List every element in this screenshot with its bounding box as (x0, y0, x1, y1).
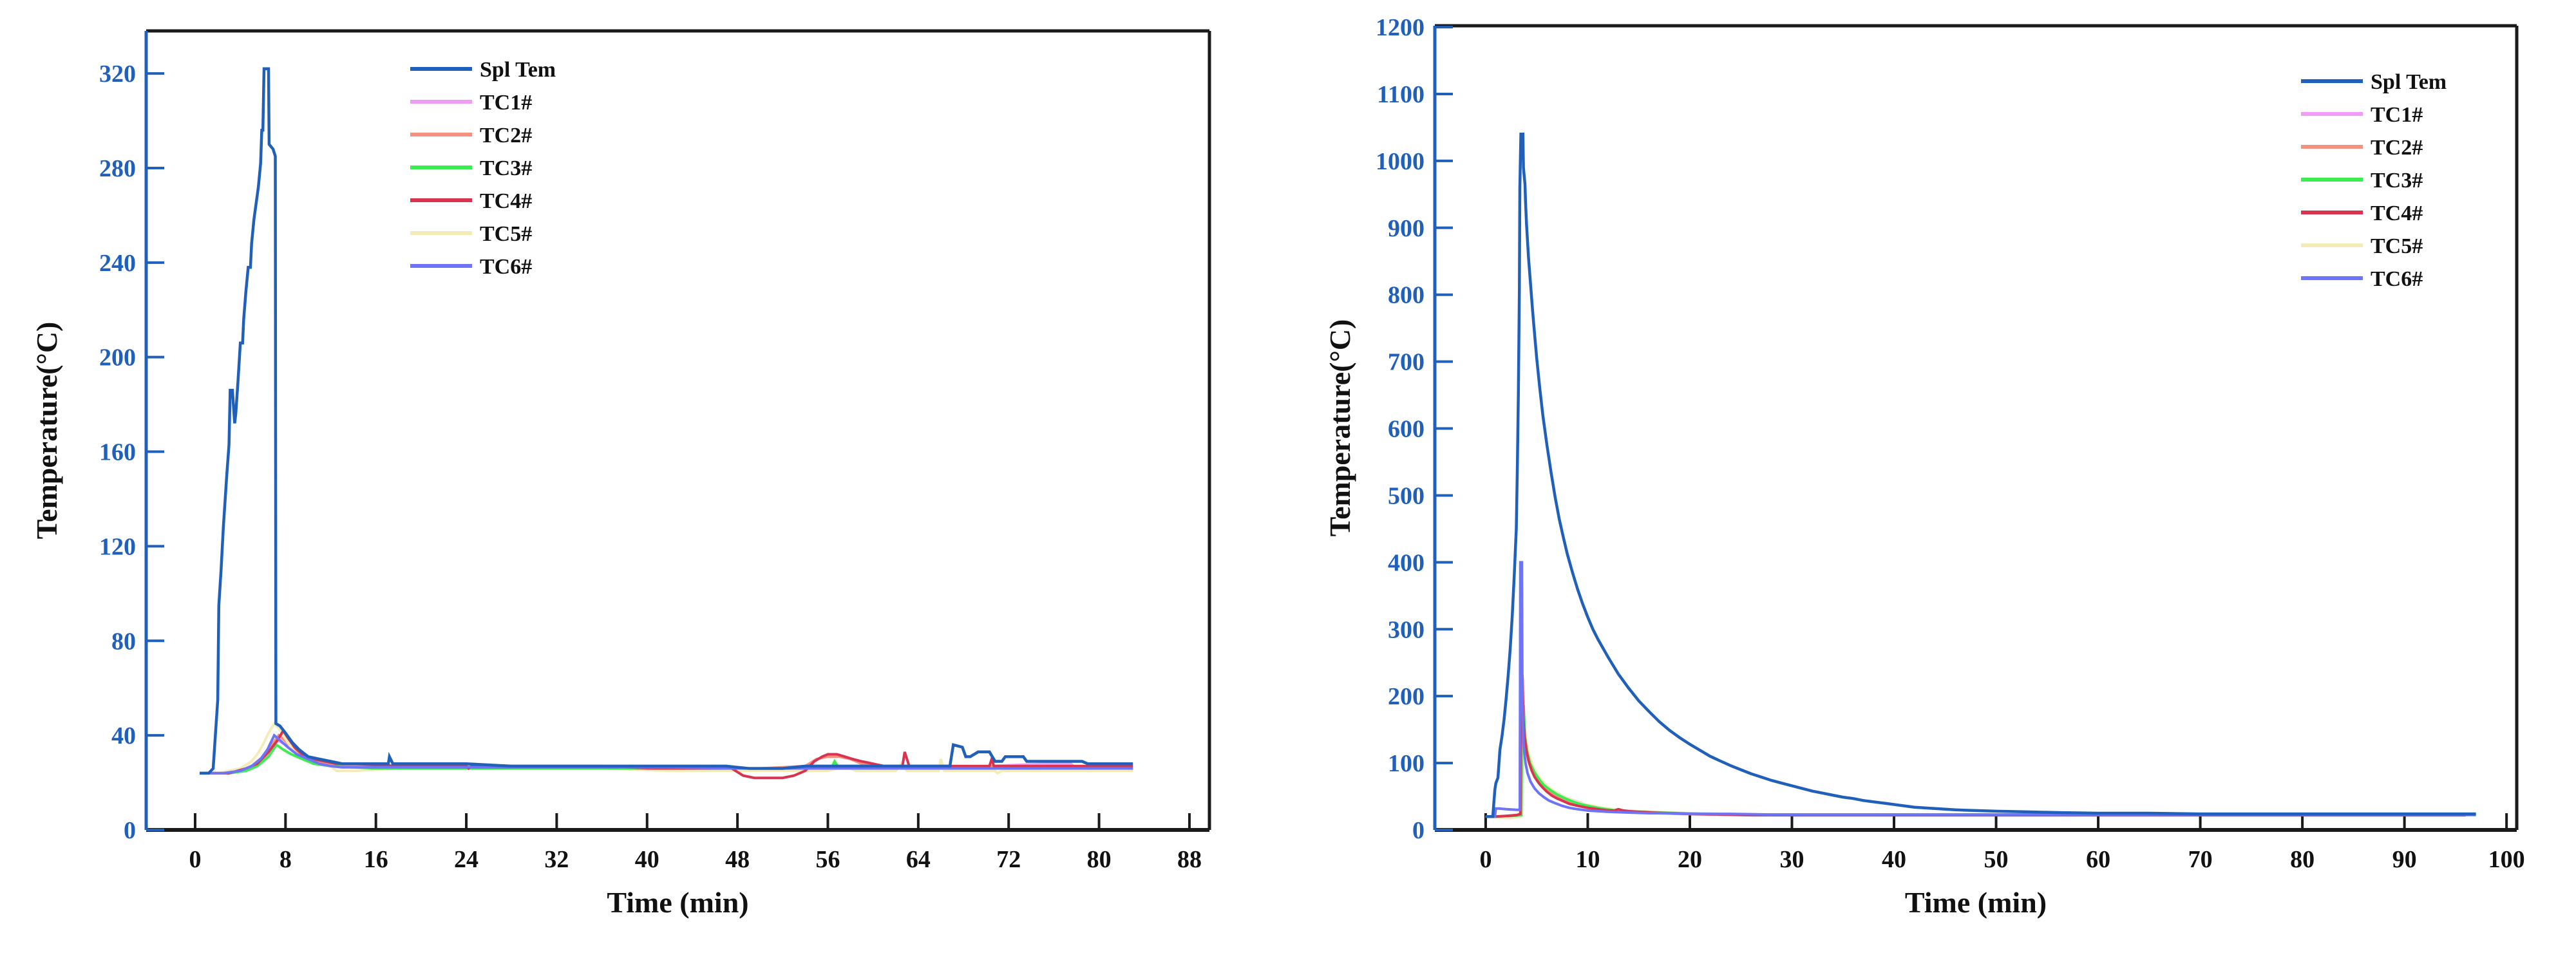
y-tick-label: 700 (1388, 349, 1425, 376)
y-tick-label: 1200 (1376, 14, 1425, 41)
y-tick-label: 100 (1388, 750, 1425, 777)
x-tick-label: 88 (1177, 846, 1202, 873)
y-tick-label: 0 (1412, 817, 1425, 844)
legend-label: TC5# (2371, 234, 2423, 258)
y-tick-label: 80 (111, 628, 136, 655)
y-tick-label: 1000 (1376, 148, 1425, 175)
y-tick-label: 800 (1388, 282, 1425, 309)
legend-label: TC3# (2371, 169, 2423, 193)
x-tick-label: 0 (189, 846, 201, 873)
y-tick-label: 280 (99, 155, 136, 182)
y-tick-label: 320 (99, 61, 136, 88)
x-tick-label: 72 (996, 846, 1021, 873)
legend-label: TC6# (2371, 267, 2423, 291)
x-tick-label: 0 (1479, 846, 1492, 873)
x-axis-title: Time (min) (607, 886, 748, 919)
x-tick-label: 30 (1780, 846, 1804, 873)
x-tick-label: 80 (2290, 846, 2315, 873)
series-tc6- (200, 733, 1133, 775)
series-spl-tem (200, 67, 1133, 775)
x-tick-label: 50 (1984, 846, 2009, 873)
y-tick-label: 400 (1388, 549, 1425, 576)
x-tick-label: 20 (1678, 846, 1702, 873)
x-tick-label: 24 (454, 846, 478, 873)
x-tick-label: 40 (635, 846, 659, 873)
y-tick-label: 300 (1388, 616, 1425, 643)
series-tc5- (1485, 684, 2466, 820)
series-tc1- (1485, 691, 2466, 818)
x-tick-label: 48 (725, 846, 750, 873)
legend-label: TC2# (480, 124, 532, 147)
right-chart-legend: Spl Tem TC1# TC2# TC3# TC4# TC5# TC6# (2301, 70, 2447, 291)
y-tick-label: 40 (111, 722, 136, 749)
y-tick-label: 240 (99, 250, 136, 277)
x-tick-label: 32 (544, 846, 569, 873)
legend-label: TC3# (480, 156, 532, 180)
legend-label: TC1# (2371, 103, 2423, 127)
legend-label: TC1# (480, 91, 532, 115)
legend-label: TC6# (480, 255, 532, 279)
x-tick-label: 40 (1882, 846, 1906, 873)
y-axis-title: Temperature(°C) (1323, 319, 1356, 537)
legend-label: TC4# (2371, 202, 2423, 225)
y-tick-label: 0 (124, 817, 136, 844)
y-tick-label: 120 (99, 533, 136, 560)
series-tc2- (1485, 678, 2466, 818)
legend-label: Spl Tem (2371, 70, 2447, 94)
series-spl-tem (1485, 133, 2476, 818)
y-tick-label: 160 (99, 439, 136, 466)
y-tick-label: 500 (1388, 482, 1425, 509)
x-tick-label: 64 (906, 846, 931, 873)
left-chart: 0 8 16 24 32 40 48 56 64 72 80 88 0 40 80 120 160 200 240 2… (30, 29, 1211, 919)
y-tick-label: 200 (1388, 683, 1425, 710)
series-tc3- (1485, 704, 2476, 818)
y-tick-label: 600 (1388, 416, 1425, 443)
legend-label: TC4# (480, 189, 532, 213)
right-chart: 0 10 20 30 40 50 60 70 80 90 100010020030040050060… (1323, 14, 2525, 919)
x-tick-label: 56 (815, 846, 840, 873)
legend-label: TC5# (480, 222, 532, 246)
legend-label: TC2# (2371, 136, 2423, 160)
x-tick-label: 16 (364, 846, 388, 873)
y-axis-title: Temperature(°C) (30, 322, 63, 540)
x-tick-label: 70 (2188, 846, 2213, 873)
y-tick-label: 900 (1388, 215, 1425, 242)
x-tick-label: 60 (2086, 846, 2110, 873)
left-chart-legend: Spl Tem TC1# TC2# TC3# TC4# TC5# TC6# (410, 58, 556, 279)
y-tick-label: 200 (99, 344, 136, 372)
series-tc6- (1485, 561, 2476, 818)
x-tick-label: 80 (1087, 846, 1112, 873)
x-tick-label: 8 (279, 846, 292, 873)
x-tick-label: 90 (2392, 846, 2417, 873)
x-axis-title: Time (min) (1905, 886, 2047, 919)
legend-label: Spl Tem (480, 58, 556, 82)
x-tick-label: 10 (1575, 846, 1600, 873)
y-tick-label: 1100 (1377, 81, 1425, 108)
x-tick-label: 100 (2488, 846, 2525, 873)
series-tc4- (1485, 675, 2466, 818)
